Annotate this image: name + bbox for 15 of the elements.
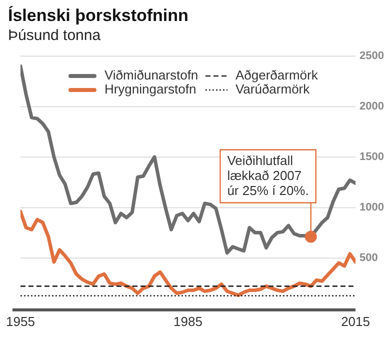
x-tick-label: 1955 bbox=[6, 314, 35, 329]
x-tick-label: 1985 bbox=[174, 314, 202, 329]
legend-label: Varúðarmörk bbox=[235, 82, 310, 97]
y-tick-label: 500 bbox=[360, 252, 378, 264]
x-tick-label: 2015 bbox=[341, 314, 370, 329]
legend-label: Hrygningarstofn bbox=[104, 82, 196, 97]
y-tick-label: 1000 bbox=[360, 201, 384, 214]
annotation: Veiðihlutfall lækkað 2007 úr 25% í 20%. bbox=[227, 152, 309, 198]
legend-label: Viðmiðunarstofn bbox=[104, 68, 198, 83]
y-tick-label: 1500 bbox=[360, 150, 384, 163]
chart-subtitle: Þúsund tonna bbox=[8, 27, 102, 44]
chart-title: Íslenski þorskstofninn bbox=[8, 6, 190, 26]
y-tick-label: 2500 bbox=[360, 50, 384, 62]
y-tick-label: 2000 bbox=[360, 100, 384, 113]
legend-label: Aðgerðarmörk bbox=[235, 68, 318, 83]
